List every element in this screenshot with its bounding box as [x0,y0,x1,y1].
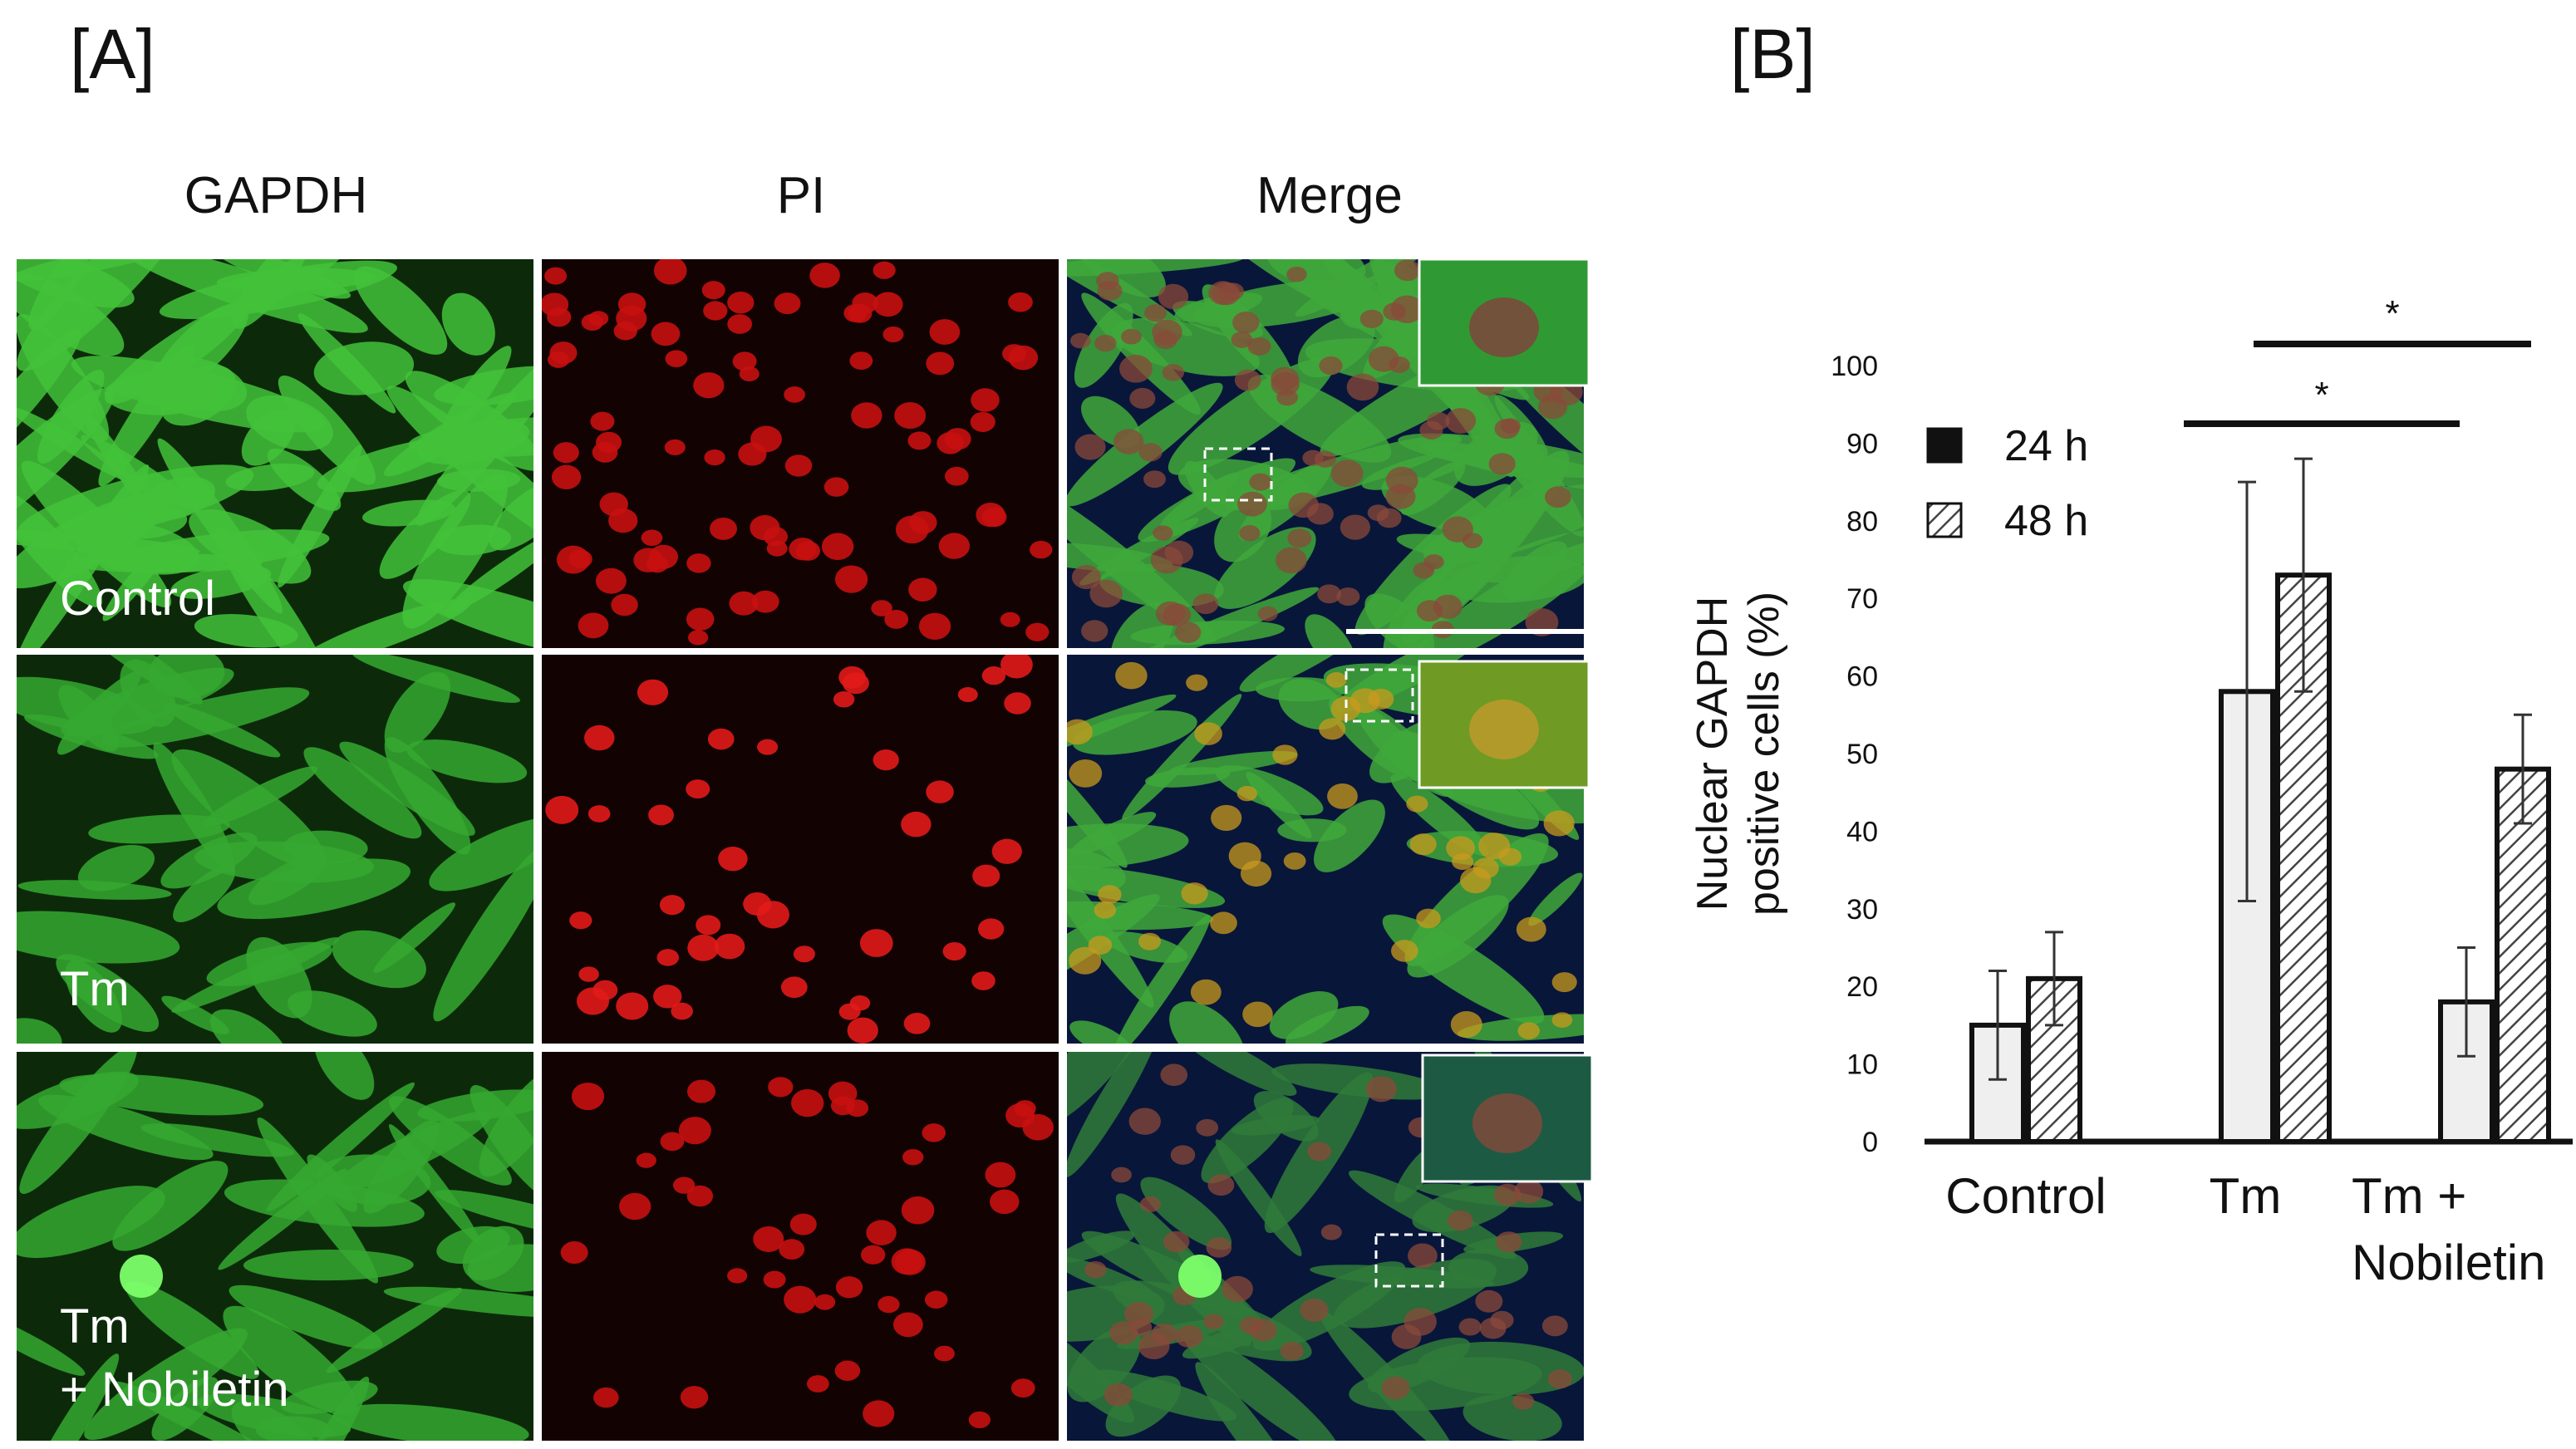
y-axis-title: Nuclear GAPDH [1689,597,1737,911]
bar-chart: 0 10 20 30 40 50 60 70 80 90 100 Nuclear GAPDH posit… [1689,293,2573,1290]
legend-label: 48 h [2004,497,2088,545]
zoom-region-box [1345,668,1414,723]
micrograph-control-merge [1067,259,1584,648]
zoom-inset [1418,258,1590,387]
zoom-region-box [1374,1233,1444,1288]
micrograph-tm-gapdh [17,655,533,1044]
y-tick-label: 0 [1862,1127,1878,1158]
micrograph-tm-nobiletin-gapdh [17,1052,533,1441]
y-tick-label: 20 [1846,971,1878,1003]
zoom-region-box [1203,447,1273,502]
micrograph-control-pi [542,259,1059,648]
row-label-tm-nobiletin-line2: + Nobiletin [60,1363,289,1417]
x-category-label: Tm [2210,1168,2282,1224]
y-tick-label: 100 [1831,351,1878,382]
y-axis-title: positive cells (%) [1740,592,1788,916]
micrograph-tm-nobiletin-pi [542,1052,1059,1441]
y-tick-label: 50 [1846,739,1878,770]
significance-label: * [2314,375,2328,415]
row-label-control: Control [60,572,215,626]
micrograph-tm-pi [542,655,1059,1044]
y-tick-label: 90 [1846,428,1878,459]
row-label-tm-nobiletin-line1: Tm [60,1299,130,1353]
legend-swatch-48h [1926,502,1963,538]
row-label-tm: Tm [60,962,130,1016]
legend-label: 24 h [2004,422,2088,470]
y-tick-label: 10 [1846,1049,1878,1081]
x-category-label: Tm + [2352,1168,2466,1224]
column-header-gapdh: GAPDH [184,167,367,224]
panel-a-label: [A] [70,15,155,93]
significance-label: * [2385,293,2399,334]
y-tick-label: 70 [1846,583,1878,615]
panel-b-label: [B] [1730,15,1816,93]
bar-48h-2 [2495,766,2551,1144]
column-header-pi: PI [777,167,826,224]
x-category-label: Control [1945,1168,2106,1224]
x-category-label: Nobiletin [2352,1235,2545,1290]
y-tick-label: 30 [1846,894,1878,926]
y-tick-label: 60 [1846,661,1878,693]
column-header-merge: Merge [1256,167,1403,224]
micrograph-grid [17,258,1594,1441]
micrograph-control-gapdh [17,259,533,648]
legend-swatch-24h [1926,427,1963,464]
y-tick-label: 80 [1846,506,1878,538]
y-tick-label: 40 [1846,816,1878,847]
micrograph-tm-merge [1067,655,1584,1044]
